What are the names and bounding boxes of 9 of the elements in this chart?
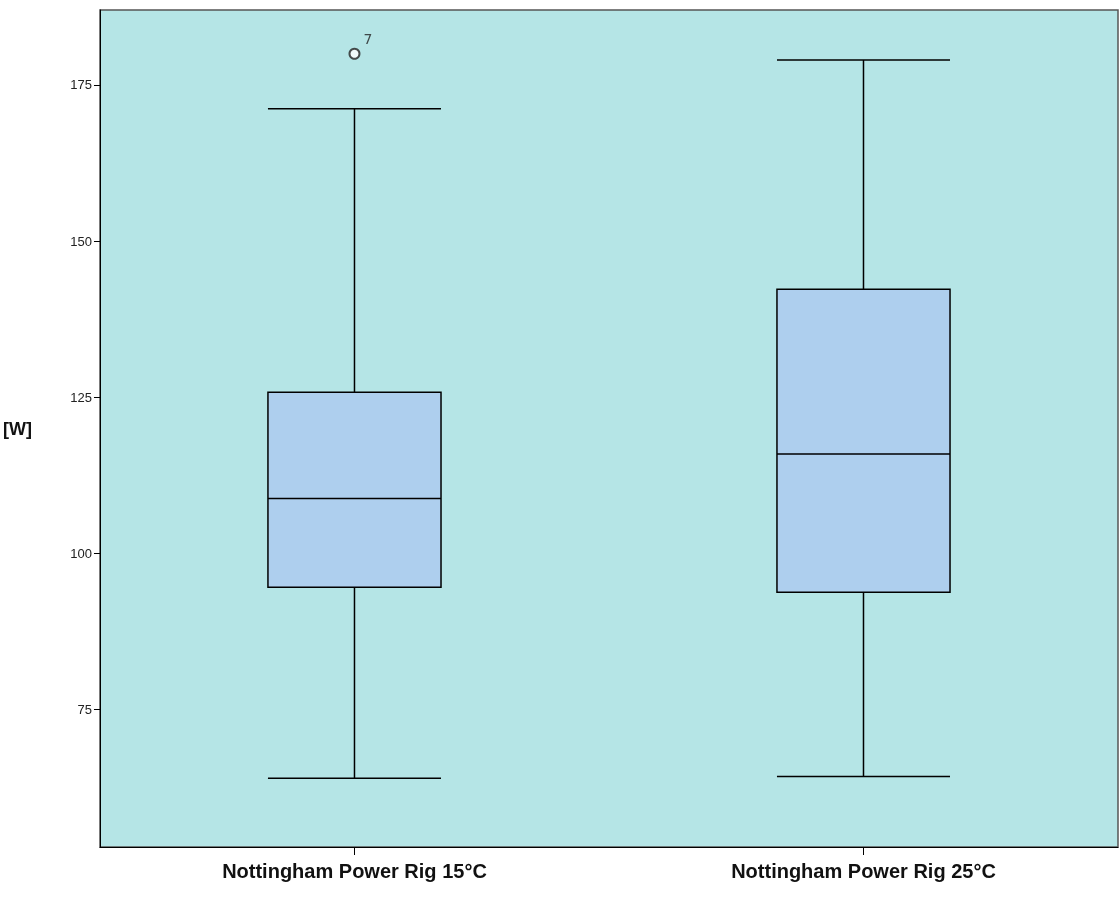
y-tick-label: 100 (70, 545, 92, 561)
annotation: 7 (363, 30, 373, 47)
y-tick-label: 150 (70, 233, 92, 249)
y-tick-label: 125 (70, 389, 92, 405)
y-axis-title: [W] (2, 418, 32, 439)
x-tick-label: Nottingham Power Rig 25°C (731, 860, 996, 882)
y-tick-label: 75 (77, 702, 92, 718)
x-tick-label: Nottingham Power Rig 15°C (222, 860, 487, 882)
y-tick-label: 175 (70, 77, 92, 93)
